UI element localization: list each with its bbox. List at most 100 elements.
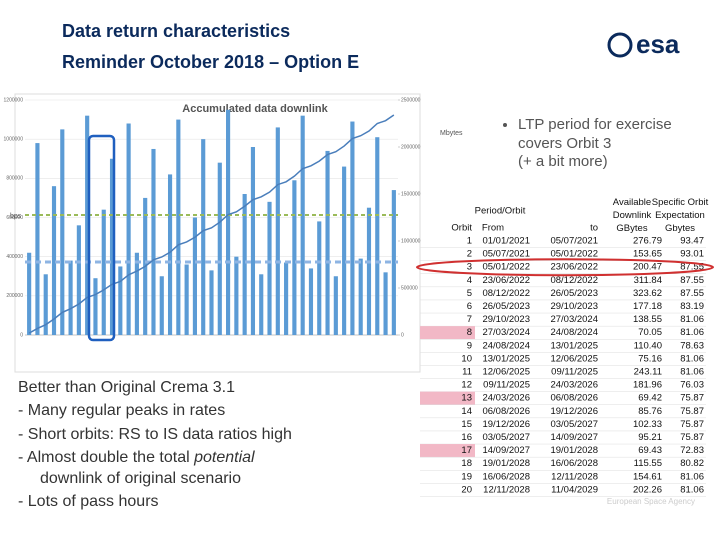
- table-cell: 78.63: [680, 340, 704, 351]
- bar: [76, 225, 81, 335]
- table-cell: 19/01/2028: [482, 458, 530, 469]
- bar: [267, 201, 272, 335]
- table-cell: 12/06/2025: [550, 353, 598, 364]
- bar: [151, 148, 156, 335]
- bar: [250, 147, 256, 335]
- table-cell: 9: [467, 340, 472, 351]
- bar: [275, 127, 280, 336]
- y2-axis-label: Mbytes: [440, 130, 463, 137]
- table-cell: 323.62: [633, 288, 662, 299]
- row-highlight: [420, 444, 475, 458]
- bar: [209, 270, 214, 335]
- y-tick-label: 1200000: [4, 97, 24, 103]
- footer: European Space Agency: [607, 497, 695, 506]
- table-cell: 5: [467, 288, 472, 299]
- text-part: - Almost double the total: [18, 449, 194, 466]
- table-cell: 20: [461, 484, 472, 495]
- table-cell: 81.06: [680, 353, 704, 364]
- y-axis-label: bps: [10, 213, 22, 220]
- bar: [342, 166, 347, 335]
- table-cell: 17: [461, 445, 472, 456]
- bar: [60, 129, 65, 335]
- bar: [259, 274, 264, 335]
- table-cell: 177.18: [633, 301, 662, 312]
- table-cell: 276.79: [633, 236, 662, 247]
- table-cell: 85.76: [638, 406, 662, 417]
- table-cell: 95.21: [638, 432, 662, 443]
- y2-tick-label: 2500000: [401, 97, 421, 103]
- table-cell: 87.55: [680, 275, 704, 286]
- y2-tick-label: 1000000: [401, 238, 421, 244]
- table-cell: 19/12/2026: [482, 419, 530, 430]
- table-cell: 311.84: [634, 275, 662, 286]
- summary-item: - Many regular peaks in rates: [18, 402, 225, 419]
- table-cell: 13: [461, 393, 472, 404]
- table-cell: 153.65: [633, 249, 662, 260]
- table-cell: 12/11/2028: [551, 471, 598, 482]
- table-cell: 08/12/2022: [482, 288, 530, 299]
- bar: [192, 217, 197, 335]
- table-cell: 7: [467, 314, 472, 325]
- bar: [292, 180, 297, 335]
- highlight-box: [87, 134, 116, 342]
- bar: [93, 278, 98, 335]
- table-cell: 81.06: [680, 327, 704, 338]
- table-cell: 80.82: [680, 458, 704, 469]
- y-tick-label: 0: [20, 332, 23, 338]
- table-cell: 15: [461, 419, 472, 430]
- table-cell: 243.11: [634, 367, 662, 378]
- table-cell: 76.03: [680, 380, 704, 391]
- row-highlight-ring: [416, 258, 714, 277]
- table-cell: 08/12/2022: [550, 275, 598, 286]
- table-cell: 81.06: [680, 484, 704, 495]
- bar: [325, 150, 330, 335]
- summary-lead: Better than Original Crema 3.1: [18, 379, 235, 396]
- table-cell: 14/09/2027: [550, 432, 598, 443]
- table-cell: 87.55: [680, 262, 704, 273]
- table-cell: 24/03/2026: [550, 380, 598, 391]
- text-part: potential: [193, 449, 255, 466]
- y2-tick-label: 500000: [401, 285, 418, 291]
- table-cell: 16: [461, 432, 472, 443]
- table-cell: 110.40: [634, 340, 662, 351]
- table-cell: 14: [461, 406, 472, 417]
- table-cell: 1: [467, 236, 472, 247]
- table-cell: 200.47: [633, 262, 662, 273]
- y-tick-label: 600000: [6, 215, 23, 221]
- table-cell: 12/06/2025: [482, 367, 530, 378]
- bar: [126, 123, 131, 335]
- bar: [134, 252, 139, 335]
- table-cell: 06/08/2026: [482, 406, 530, 417]
- table-cell: 75.87: [680, 432, 704, 443]
- table-cell: 81.06: [680, 367, 704, 378]
- table-cell: 29/10/2023: [550, 301, 598, 312]
- table-cell: 12/11/2028: [483, 484, 530, 495]
- bar: [159, 276, 164, 335]
- bar: [201, 139, 206, 335]
- table-cell: 27/03/2024: [482, 327, 530, 338]
- table-cell: 23/06/2022: [550, 262, 598, 273]
- y-tick-label: 200000: [6, 293, 23, 299]
- table-cell: 70.05: [638, 327, 662, 338]
- row-highlight: [420, 391, 475, 405]
- table-cell: 11: [462, 367, 472, 378]
- bar: [333, 276, 338, 335]
- bar: [375, 137, 380, 335]
- logo-text: esa: [636, 29, 680, 59]
- chart-title: Accumulated data downlink: [182, 103, 328, 115]
- table-cell: 27/03/2024: [550, 314, 598, 325]
- bar: [383, 272, 388, 335]
- table-cell: 14/09/2027: [482, 445, 530, 456]
- table-cell: 24/08/2024: [550, 327, 598, 338]
- table-cell: 12: [461, 380, 472, 391]
- table-cell: 19: [461, 471, 472, 482]
- table-cell: 181.96: [633, 380, 662, 391]
- table-cell: 26/05/2023: [482, 301, 530, 312]
- table-cell: 26/05/2023: [550, 288, 598, 299]
- table-cell: 01/01/2021: [482, 236, 530, 247]
- table-cell: 4: [467, 275, 472, 286]
- table-cell: 09/11/2025: [483, 380, 530, 391]
- note-line: covers Orbit 3: [518, 135, 611, 152]
- table-cell: 69.43: [638, 445, 662, 456]
